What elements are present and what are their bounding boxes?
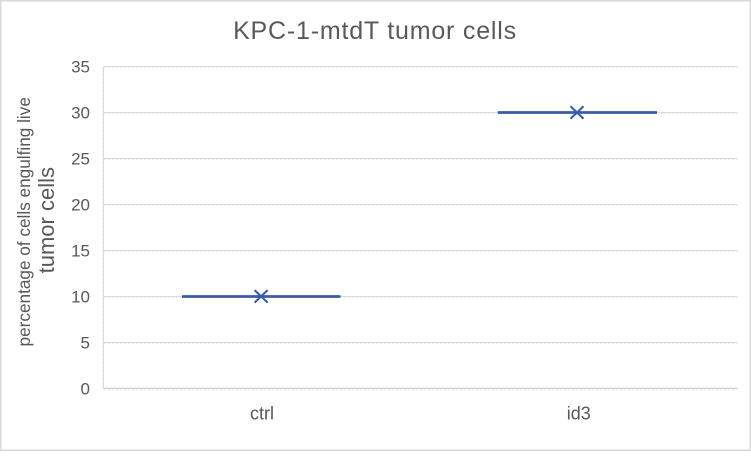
svg-text:35: 35 <box>71 58 90 77</box>
svg-text:30: 30 <box>71 104 90 123</box>
svg-text:id3: id3 <box>567 404 591 424</box>
svg-text:ctrl: ctrl <box>250 404 274 424</box>
svg-text:15: 15 <box>71 242 90 261</box>
svg-text:20: 20 <box>71 196 90 215</box>
svg-text:10: 10 <box>71 288 90 307</box>
svg-text:25: 25 <box>71 150 90 169</box>
svg-text:5: 5 <box>81 334 90 353</box>
svg-text:0: 0 <box>81 380 90 399</box>
svg-text:percentage of cells engulfing: percentage of cells engulfing live <box>14 97 34 346</box>
svg-text:KPC-1-mtdT tumor cells: KPC-1-mtdT tumor cells <box>233 17 517 45</box>
svg-text:tumor cells: tumor cells <box>34 167 59 273</box>
